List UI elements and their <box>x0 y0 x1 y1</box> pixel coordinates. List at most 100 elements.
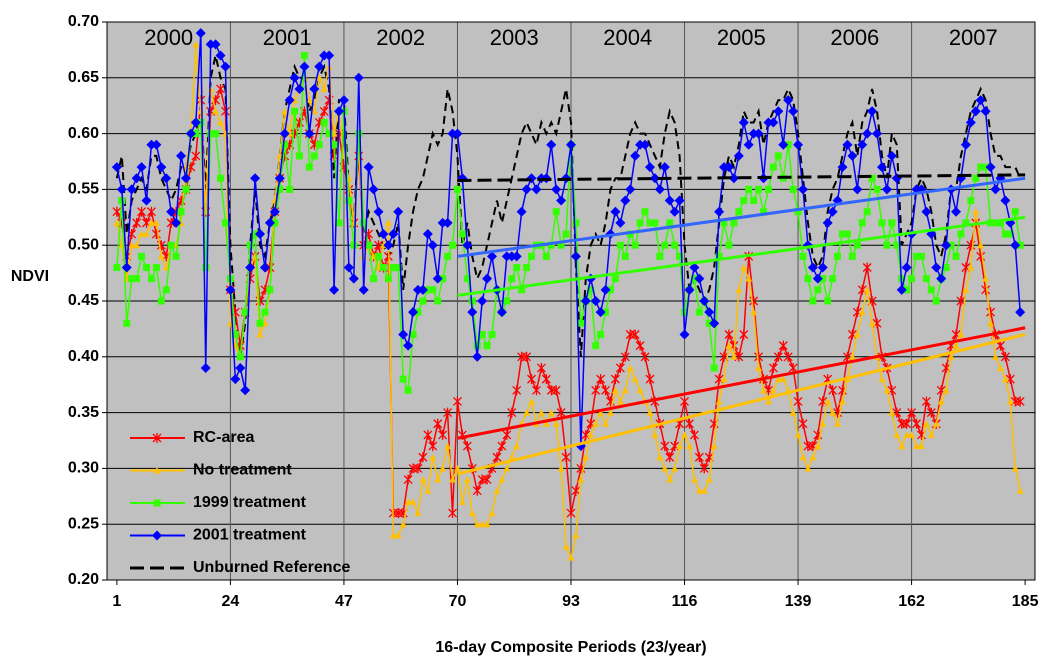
marker <box>309 83 320 94</box>
marker <box>760 386 768 394</box>
marker <box>334 106 344 117</box>
y-tick-label: 0.30 <box>68 460 99 477</box>
marker <box>773 351 783 362</box>
marker <box>269 206 280 217</box>
marker <box>699 296 710 306</box>
marker <box>715 252 723 260</box>
marker <box>611 275 619 283</box>
marker <box>536 362 546 373</box>
marker <box>304 128 315 139</box>
marker <box>886 150 897 161</box>
marker <box>473 342 481 350</box>
marker <box>952 342 960 349</box>
marker <box>531 385 541 396</box>
marker <box>769 163 777 171</box>
marker <box>739 329 749 340</box>
marker <box>338 95 349 106</box>
marker <box>631 375 639 383</box>
marker <box>508 453 516 461</box>
marker <box>389 531 397 539</box>
marker <box>256 330 264 338</box>
marker <box>862 262 872 273</box>
marker <box>281 141 289 149</box>
marker <box>438 429 448 440</box>
marker <box>644 162 655 173</box>
marker <box>299 61 310 72</box>
marker <box>570 251 581 262</box>
marker <box>743 139 754 150</box>
marker <box>546 139 557 150</box>
marker <box>898 442 906 450</box>
marker <box>315 141 323 149</box>
marker <box>498 476 506 483</box>
marker <box>725 241 733 249</box>
marker <box>602 420 610 427</box>
marker <box>245 262 256 273</box>
marker <box>360 219 368 227</box>
marker <box>965 117 976 128</box>
marker <box>592 420 600 427</box>
marker <box>862 128 873 139</box>
marker <box>408 307 419 318</box>
marker <box>507 407 517 418</box>
marker <box>764 185 772 193</box>
marker <box>221 219 229 227</box>
marker <box>418 452 428 463</box>
marker <box>523 264 531 272</box>
marker <box>888 219 896 227</box>
year-label: 2004 <box>603 25 652 50</box>
marker <box>434 476 442 483</box>
marker <box>217 174 225 182</box>
marker <box>592 342 600 350</box>
x-axis-title: 16-day Composite Periods (23/year) <box>435 639 706 656</box>
marker <box>666 476 674 483</box>
marker <box>745 185 753 193</box>
marker <box>266 286 274 294</box>
marker <box>403 340 414 351</box>
marker <box>329 284 340 295</box>
marker <box>556 407 566 418</box>
marker <box>740 197 748 205</box>
marker <box>1006 397 1014 405</box>
marker <box>236 353 244 361</box>
marker <box>230 374 241 385</box>
marker <box>774 152 782 160</box>
marker <box>947 353 955 360</box>
marker <box>128 275 136 283</box>
marker <box>147 219 155 226</box>
marker <box>967 264 975 271</box>
marker <box>809 453 817 461</box>
marker <box>621 386 629 394</box>
series-line <box>116 44 1021 561</box>
year-label: 2001 <box>263 25 312 50</box>
marker <box>907 407 917 418</box>
year-label: 2006 <box>830 25 879 50</box>
marker <box>977 163 985 171</box>
marker <box>735 286 743 293</box>
marker <box>556 195 567 206</box>
marker <box>404 498 412 505</box>
marker <box>191 150 201 161</box>
marker <box>610 374 620 385</box>
marker <box>133 275 141 283</box>
marker <box>738 117 749 128</box>
marker <box>913 442 921 450</box>
marker <box>190 117 201 128</box>
marker <box>472 485 482 496</box>
marker <box>827 206 838 217</box>
marker <box>679 329 690 340</box>
marker <box>913 252 921 260</box>
marker <box>235 362 246 373</box>
marker <box>822 217 833 228</box>
x-tick-label: 24 <box>222 593 240 610</box>
marker <box>142 264 150 272</box>
marker <box>656 252 664 260</box>
marker <box>291 107 299 115</box>
marker <box>649 173 660 184</box>
marker <box>720 219 728 227</box>
marker <box>261 308 269 316</box>
marker <box>458 498 466 505</box>
marker <box>453 185 461 193</box>
marker <box>927 431 935 438</box>
